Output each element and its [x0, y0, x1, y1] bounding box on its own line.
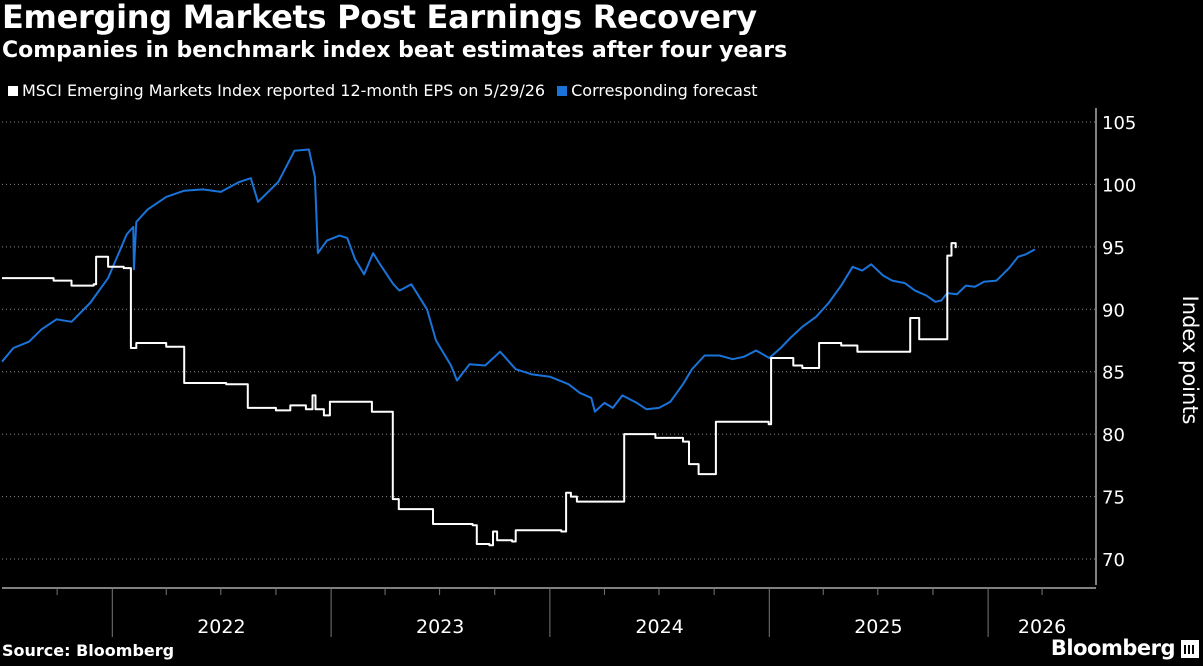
brand-logo-text: Bloomberg	[1050, 636, 1176, 660]
y-axis-label: Index points	[1178, 296, 1202, 425]
y-tick-label: 85	[1102, 363, 1125, 384]
y-tick-label: 70	[1102, 550, 1125, 571]
legend-swatch-forecast	[557, 85, 568, 96]
legend-swatch-eps	[8, 85, 18, 96]
chart-title: Emerging Markets Post Earnings Recovery	[2, 0, 757, 36]
y-tick-label: 80	[1102, 425, 1125, 446]
legend-item-forecast: Corresponding forecast	[557, 81, 758, 100]
x-tick-label: 2026	[1018, 616, 1066, 638]
y-tick-label: 95	[1102, 238, 1125, 259]
y-tick-label: 75	[1102, 488, 1125, 509]
series-lines	[1, 148, 1036, 547]
legend-item-eps: MSCI Emerging Markets Index reported 12-…	[8, 81, 545, 100]
y-tick-label: 105	[1102, 113, 1136, 134]
legend-label-forecast: Corresponding forecast	[571, 81, 758, 100]
series-line-eps	[2, 242, 957, 547]
chart-subtitle: Companies in benchmark index beat estima…	[2, 38, 788, 63]
y-tick-label: 100	[1102, 175, 1136, 196]
legend: MSCI Emerging Markets Index reported 12-…	[8, 81, 770, 100]
x-tick-label: 2022	[197, 616, 245, 638]
series-line-forecast	[1, 148, 1036, 413]
x-tick-label: 2025	[854, 616, 902, 638]
y-axis: 70 75 80 85 90 95 100 105	[1095, 108, 1136, 585]
x-tick-label: 2024	[635, 616, 683, 638]
bloomberg-icon	[1181, 640, 1199, 658]
legend-label-eps: MSCI Emerging Markets Index reported 12-…	[22, 81, 546, 100]
x-axis: 2022 2023 2024 2025 2026	[2, 587, 1096, 638]
x-tick-label: 2023	[416, 616, 464, 638]
gridlines	[2, 121, 1096, 560]
y-tick-label: 90	[1102, 300, 1125, 321]
source-note: Source: Bloomberg	[2, 641, 175, 660]
